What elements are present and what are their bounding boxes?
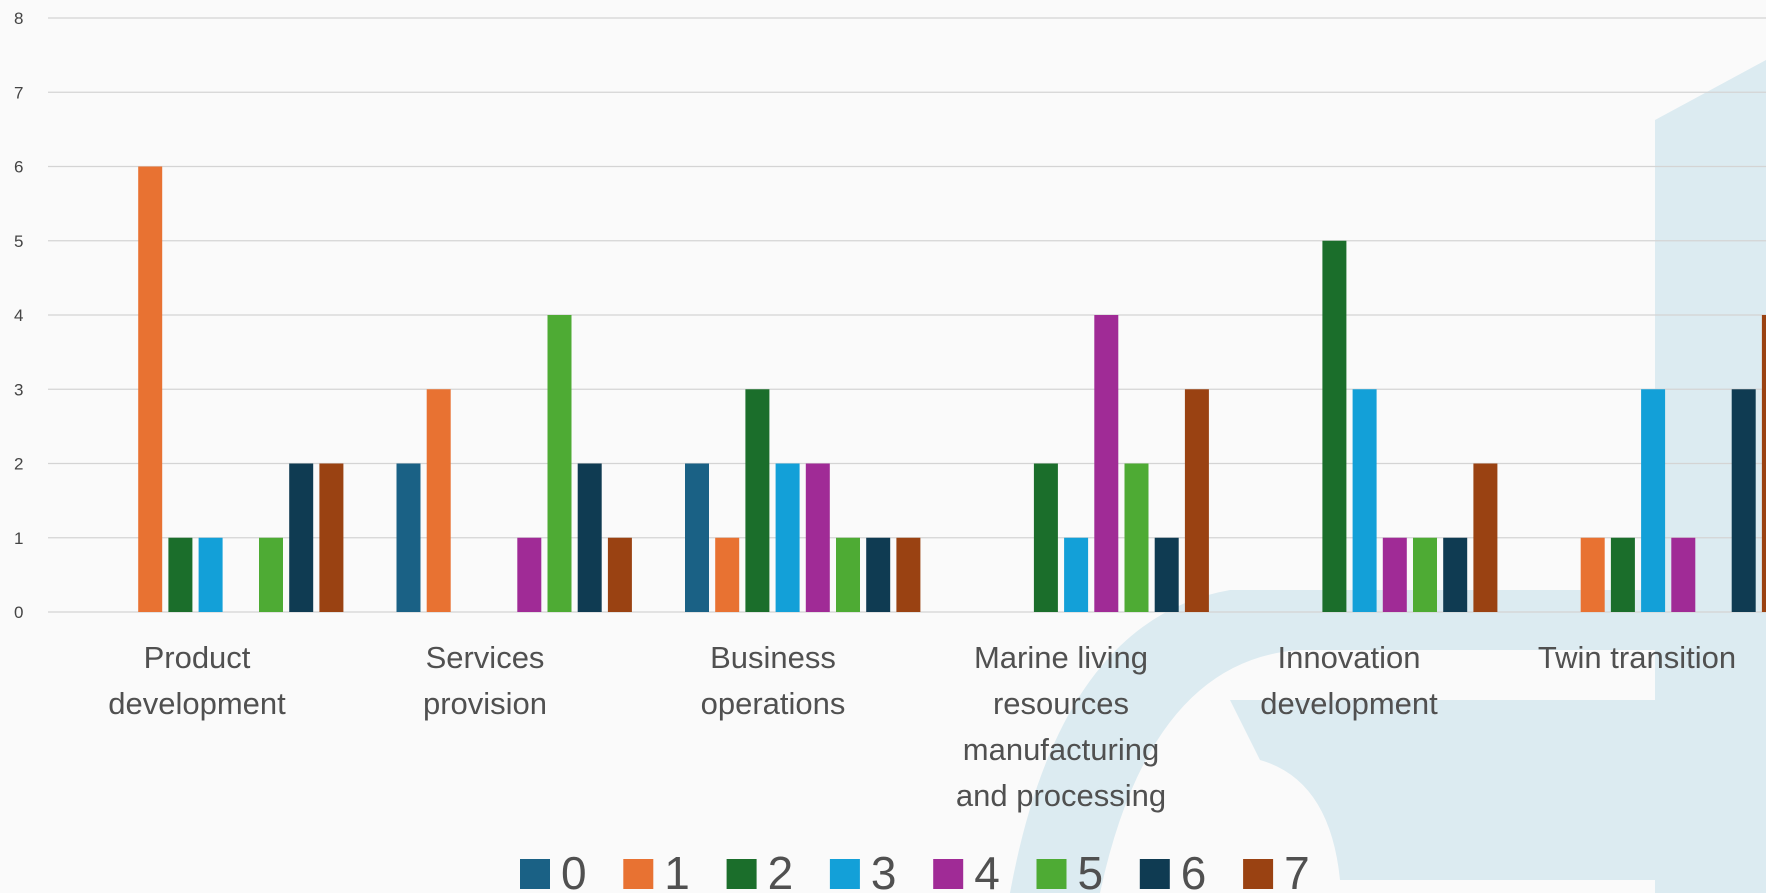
y-tick-label: 0 [14, 603, 23, 622]
y-axis-ticks: 0 1 2 3 4 5 6 7 8 [14, 9, 23, 622]
bar-7 [607, 537, 632, 612]
y-tick-label: 4 [14, 306, 23, 325]
category-label-line: Services [426, 640, 545, 675]
bar-3 [1641, 389, 1666, 612]
category-label: Twin transition [1538, 640, 1736, 675]
bar-6 [1731, 389, 1756, 612]
category-label-line: and processing [956, 778, 1166, 813]
category-label-line: Business [710, 640, 836, 675]
bar-2 [745, 389, 770, 612]
bar-1 [715, 537, 740, 612]
legend-swatch-4 [933, 859, 964, 889]
bar-3 [775, 463, 800, 612]
bar-7 [1761, 315, 1766, 612]
bar-5 [547, 315, 572, 612]
category-label: Innovation development [1260, 640, 1438, 721]
y-tick-label: 8 [14, 9, 23, 28]
legend-label: 0 [561, 847, 587, 893]
category-label-line: development [1260, 686, 1438, 721]
bar-6 [1154, 537, 1179, 612]
bar-5 [1413, 537, 1437, 612]
bar-1 [138, 166, 163, 612]
legend-swatch-1 [623, 859, 654, 889]
bar-3 [198, 537, 223, 612]
bar-0 [685, 463, 709, 612]
category-label-line: Innovation [1277, 640, 1420, 675]
category-label: Business operations [701, 640, 846, 721]
legend-label: 1 [664, 847, 690, 893]
y-tick-label: 2 [14, 455, 23, 474]
legend-label: 2 [768, 847, 794, 893]
bar-2 [1033, 463, 1058, 612]
bar-3 [1352, 389, 1377, 612]
y-tick-label: 5 [14, 232, 23, 251]
bar-7 [896, 537, 921, 612]
category-label-line: manufacturing [963, 732, 1159, 767]
bar-7 [1473, 463, 1498, 612]
bar-5 [259, 537, 283, 612]
y-tick-label: 1 [14, 529, 23, 548]
category-label-line: Marine living [974, 640, 1148, 675]
category-label: Marine living resources manufacturing and p… [956, 640, 1166, 813]
bars [138, 166, 1766, 612]
legend-swatch-5 [1036, 859, 1067, 889]
bar-7 [319, 463, 344, 612]
bar-4 [805, 463, 830, 612]
y-tick-label: 7 [14, 83, 23, 102]
legend-label: 6 [1181, 847, 1207, 893]
bar-7 [1184, 389, 1209, 612]
legend-label: 5 [1078, 847, 1104, 893]
category-label: Services provision [423, 640, 547, 721]
legend-label: 7 [1284, 847, 1310, 893]
bar-6 [1443, 537, 1468, 612]
bar-4 [1671, 537, 1696, 612]
bar-0 [396, 463, 421, 612]
category-label-line: development [108, 686, 286, 721]
category-label: Product development [108, 640, 286, 721]
legend-label: 4 [974, 847, 1000, 893]
bar-6 [866, 537, 891, 612]
bar-1 [1580, 537, 1605, 612]
legend-label: 3 [871, 847, 897, 893]
bar-4 [1094, 315, 1119, 612]
category-label-line: resources [993, 686, 1129, 721]
bar-6 [577, 463, 602, 612]
legend-swatch-2 [726, 859, 757, 889]
y-tick-label: 3 [14, 380, 23, 399]
bar-2 [168, 537, 193, 612]
category-label-line: operations [701, 686, 846, 721]
bar-1 [426, 389, 451, 612]
bar-4 [517, 537, 542, 612]
bar-2 [1610, 537, 1635, 612]
legend-swatch-3 [829, 859, 860, 889]
y-tick-label: 6 [14, 158, 23, 177]
bar-2 [1322, 240, 1347, 612]
bar-4 [1382, 537, 1407, 612]
category-label-line: provision [423, 686, 547, 721]
legend-swatch-0 [520, 859, 550, 889]
bar-5 [1124, 463, 1149, 612]
category-label-line: Product [144, 640, 251, 675]
legend-swatch-6 [1139, 859, 1170, 889]
legend-swatch-7 [1243, 859, 1274, 889]
bar-5 [836, 537, 860, 612]
x-axis-categories: Product development Services provision Busin… [108, 640, 1736, 813]
legend: 0 1 2 3 4 5 6 7 [520, 847, 1310, 893]
bar-6 [289, 463, 314, 612]
category-label-line: Twin transition [1538, 640, 1736, 675]
bar-3 [1064, 537, 1089, 612]
